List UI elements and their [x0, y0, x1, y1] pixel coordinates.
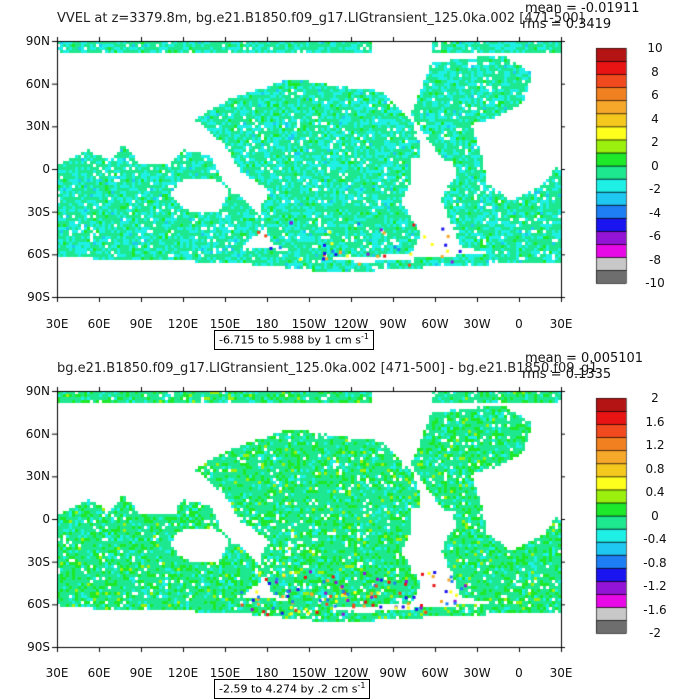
panel1-range-sup: -1: [360, 332, 369, 341]
panel1-lon-label: 30W: [463, 317, 491, 331]
panel2-lon-label: 30W: [463, 666, 491, 680]
panel1-lat-label: 90S: [27, 290, 50, 304]
panel2-colorbar-tick: 1.2: [645, 438, 665, 452]
panel2-colorbar-tick: -0.4: [643, 532, 667, 546]
panel2-colorbar-tick: 0: [651, 508, 659, 523]
panel1-lat-label: 90N: [25, 34, 50, 48]
panel2-lon-label: 120E: [167, 666, 199, 680]
panel1-colorbar-tick: 0: [651, 158, 659, 173]
panel2-rms: rms = 0.1335: [522, 367, 612, 382]
panel2-lon-label: 150E: [209, 666, 241, 680]
panel1-colorbar-tick: 2: [651, 135, 659, 149]
panel1-lon-label: 30E: [45, 317, 69, 331]
panel2-lat-label: 60N: [25, 426, 50, 441]
panel2-colorbar-tick: -1.6: [643, 602, 667, 617]
panel2-lat-label: 0: [42, 512, 50, 526]
panel1-rms: rms = 0.3419: [522, 17, 612, 32]
panel2-lon-label: 90E: [129, 666, 153, 680]
panel2-range-box: -2.59 to 4.274 by .2 cm s-1: [214, 679, 371, 699]
panel1-mean: mean = -0.01911: [525, 1, 640, 16]
panel2-lon-label: 150W: [291, 666, 327, 680]
panel2-lat-label: 90N: [25, 384, 50, 398]
panel2-colorbar-tick: -0.8: [643, 555, 667, 570]
panel1-title: VVEL at z=3379.8m, bg.e21.B1850.f09_g17.…: [57, 11, 584, 26]
panel1-colorbar-tick: -10: [645, 276, 665, 290]
panel1-colorbar-tick: -8: [649, 252, 661, 267]
panel2-lon-label: 120W: [333, 666, 369, 680]
panel1-range-text: -6.715 to 5.988 by 1 cm s: [219, 333, 361, 347]
panel2-lat-label: 60S: [27, 597, 50, 612]
panel1-lon-label: 150W: [291, 317, 327, 331]
panel2-lon-label: 30E: [549, 666, 573, 680]
panel1-colorbar-tick: -2: [649, 182, 661, 196]
panel1-lat-label: 30S: [27, 204, 50, 219]
panel1-lat-label: 60S: [27, 247, 50, 262]
panel1-lon-label: 90E: [129, 317, 153, 331]
panel1-lon-label: 0: [515, 317, 523, 331]
panel2-title: bg.e21.B1850.f09_g17.LIGtransient_125.0k…: [57, 361, 598, 376]
panel1-colorbar-tick: -4: [649, 205, 661, 220]
panel1-lat-label: 0: [42, 162, 50, 176]
panel2-lon-label: 60W: [421, 666, 449, 680]
panel1-lon-label: 120W: [333, 317, 369, 331]
panel1-lat-label: 60N: [25, 76, 50, 91]
panel2-range-sup: -1: [357, 681, 366, 690]
panel2-range-text: -2.59 to 4.274 by .2 cm s: [219, 682, 358, 696]
panel1-colorbar-tick: 4: [651, 111, 659, 126]
panel1-colorbar-tick: 8: [651, 64, 659, 79]
panel2-colorbar-tick: -1.2: [643, 579, 667, 593]
panel2-lon-label: 180: [255, 666, 279, 680]
panel1-lon-label: 60W: [421, 317, 449, 331]
panel2-lon-label: 90W: [379, 666, 407, 680]
panel2-lat-label: 30S: [27, 554, 50, 569]
panel2-colorbar-tick: 2: [651, 391, 659, 405]
panel2-colorbar-tick: 0.8: [645, 461, 665, 476]
panel2-colorbar-tick: -2: [649, 626, 661, 640]
panel1-lon-label: 90W: [379, 317, 407, 331]
panel1-lon-label: 30E: [549, 317, 573, 331]
panel1-colorbar-tick: -6: [649, 229, 661, 243]
panel2-lon-label: 60E: [87, 666, 111, 680]
panel1-lon-label: 150E: [209, 317, 241, 331]
panel1-range-box: -6.715 to 5.988 by 1 cm s-1: [214, 330, 374, 350]
panel2-lon-label: 0: [515, 666, 523, 680]
panel2-colorbar-tick: 0.4: [645, 485, 665, 499]
panel1-lon-label: 180: [255, 317, 279, 331]
panel1-colorbar-tick: 6: [651, 88, 659, 102]
panel2-mean: mean = 0.005101: [525, 351, 644, 366]
panel2-colorbar-tick: 1.6: [645, 414, 665, 429]
panel2-lat-label: 30N: [25, 469, 50, 484]
panel1-lat-label: 30N: [25, 119, 50, 134]
panel2-lon-label: 30E: [45, 666, 69, 680]
panel2-lat-label: 90S: [27, 640, 50, 654]
panel1-colorbar-tick: 10: [647, 41, 663, 55]
panel1-lon-label: 120E: [167, 317, 199, 331]
panel1-lon-label: 60E: [87, 317, 111, 331]
